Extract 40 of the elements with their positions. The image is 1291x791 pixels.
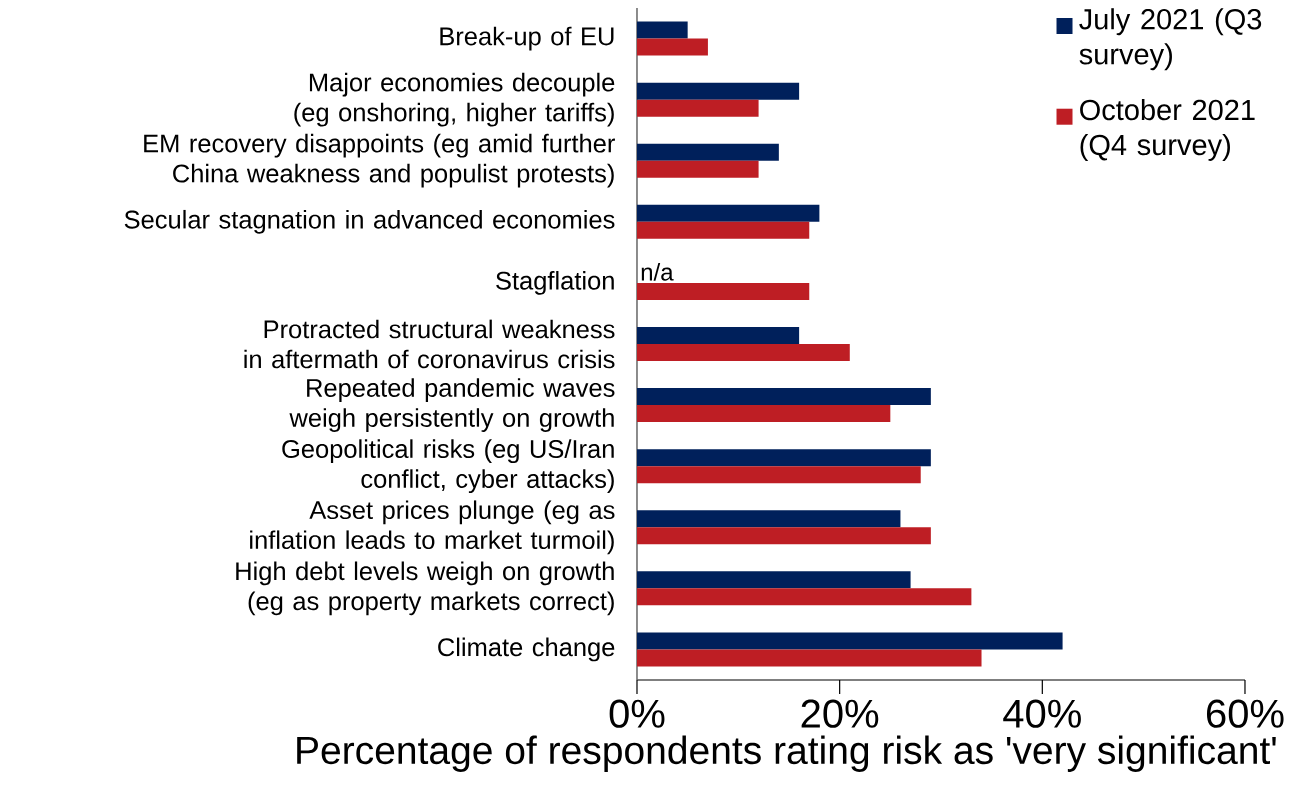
bar — [636, 326, 800, 344]
y-tick-label: Major economies decouple (eg onshoring, higher tariffs) — [294, 72, 615, 127]
bar — [636, 571, 911, 589]
y-tick-label: Protracted structural weakness in aftermath of coronavirus crisis — [244, 319, 615, 369]
bar — [636, 21, 688, 39]
legend-label: October 2021 (Q4 survey) — [1080, 98, 1255, 161]
bar — [636, 221, 810, 239]
bar — [636, 388, 931, 406]
bar — [636, 405, 891, 423]
bar — [636, 282, 810, 300]
x-axis-title: Percentage of respondents rating risk as 'very significant' — [297, 735, 1276, 772]
bar — [636, 510, 901, 528]
bar — [636, 38, 708, 56]
bar — [636, 99, 759, 117]
bar — [636, 466, 921, 484]
bar — [636, 649, 982, 667]
y-tick-label: Repeated pandemic waves weigh persistently on growth — [289, 378, 615, 432]
y-tick-label: High debt levels weigh on growth (eg as property markets correct) — [236, 561, 614, 616]
y-tick-label: Break-up of EU — [440, 26, 614, 51]
bar — [636, 344, 850, 361]
legend-label: July 2021 (Q3 survey) — [1079, 8, 1262, 71]
x-tick-label: 0% — [609, 699, 665, 728]
y-tick-label: Secular stagnation in advanced economies — [124, 209, 615, 234]
y-tick-label: Climate change — [438, 637, 615, 662]
x-tick-label: 40% — [1003, 699, 1081, 728]
annotation: n/a — [641, 263, 674, 281]
bar — [636, 143, 779, 161]
y-tick-label: Stagflation — [496, 271, 614, 295]
bar — [636, 449, 931, 467]
x-tick-label: 20% — [801, 699, 879, 728]
bar — [636, 160, 759, 178]
bar — [636, 632, 1063, 650]
y-tick-label: Asset prices plunge (eg as inflation leads to market turmoil) — [250, 500, 615, 555]
x-tick-label: 60% — [1206, 699, 1284, 728]
y-tick-label: Geopolitical risks (eg US/Iran conflict, cyber attacks) — [282, 439, 614, 494]
bar — [636, 82, 800, 100]
y-tick-label: EM recovery disappoints (eg amid further China weakness and populist protests) — [144, 133, 615, 188]
bar — [636, 204, 820, 222]
bar — [636, 588, 972, 606]
bar — [636, 527, 931, 545]
